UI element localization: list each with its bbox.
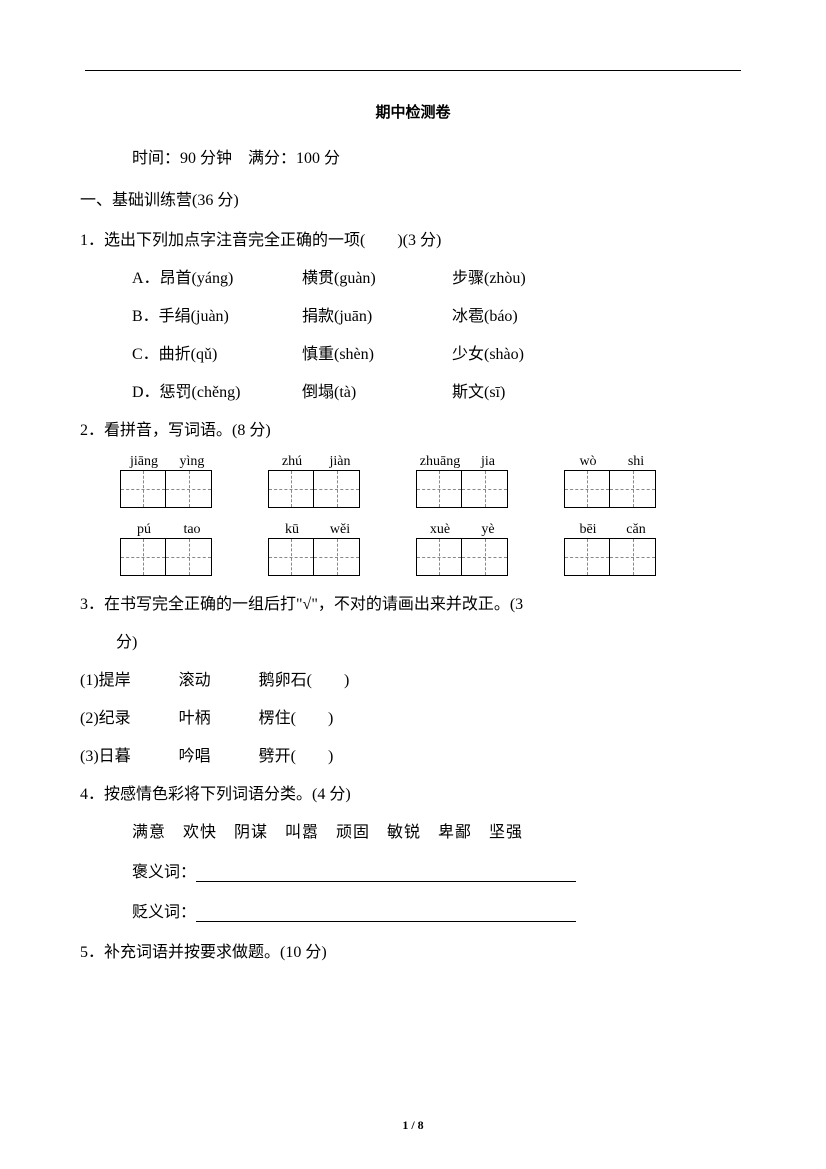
char-grid xyxy=(564,470,660,508)
char-box[interactable] xyxy=(166,538,212,576)
pinyin: jiàn xyxy=(316,454,364,470)
char-box[interactable] xyxy=(120,538,166,576)
q4-positive-line: 褒义词： xyxy=(132,858,746,882)
page: 期中检测卷 时间：90 分钟 满分：100 分 一、基础训练营(36 分) 1．… xyxy=(0,0,826,1169)
char-box[interactable] xyxy=(462,538,508,576)
q1-option-b: B．手绢(juàn) 捐款(juān) 冰雹(báo) xyxy=(132,302,746,326)
pinyin: zhuāng xyxy=(416,454,464,470)
q2-r2-b3: xuè yè xyxy=(416,522,512,576)
q4-word-list: 满意 欢快 阴谋 叫嚣 顽固 敏锐 卑鄙 坚强 xyxy=(132,818,746,842)
q3-stem-line2: 分) xyxy=(116,628,746,652)
q1-d-col2: 倒塌(tà) xyxy=(302,378,452,402)
q2-r2-b2: kū wěi xyxy=(268,522,364,576)
q3-item-2: (2)纪录 叶柄 楞住( ) xyxy=(80,704,746,728)
char-box[interactable] xyxy=(564,538,610,576)
pinyin: tao xyxy=(168,522,216,538)
char-grid xyxy=(268,470,364,508)
pinyin: yè xyxy=(464,522,512,538)
char-grid xyxy=(268,538,364,576)
pinyin: zhú xyxy=(268,454,316,470)
q1-b-col2: 捐款(juān) xyxy=(302,302,452,326)
q2-r2-b1: pú tao xyxy=(120,522,216,576)
char-grid xyxy=(564,538,660,576)
q2-row1: jiāng yìng zhú jiàn zhuāng jia xyxy=(120,454,746,508)
q1-d-col1: D．惩罚(chěng) xyxy=(132,378,302,402)
q1-option-d: D．惩罚(chěng) 倒塌(tà) 斯文(sī) xyxy=(132,378,746,402)
char-grid xyxy=(120,470,216,508)
q1-c-col3: 少女(shào) xyxy=(452,340,592,364)
pinyin: jia xyxy=(464,454,512,470)
q1-option-c: C．曲折(qǔ) 慎重(shèn) 少女(shào) xyxy=(132,340,746,364)
char-box[interactable] xyxy=(268,538,314,576)
q2-stem: 2．看拼音，写词语。(8 分) xyxy=(80,416,746,440)
q1-option-a: A．昂首(yáng) 横贯(guàn) 步骤(zhòu) xyxy=(132,264,746,288)
q1-b-col1: B．手绢(juàn) xyxy=(132,302,302,326)
pinyin: xuè xyxy=(416,522,464,538)
char-grid xyxy=(416,470,512,508)
q2-r2-b4: bēi cǎn xyxy=(564,522,660,576)
exam-title: 期中检测卷 xyxy=(80,101,746,122)
pinyin: shi xyxy=(612,454,660,470)
q4-stem: 4．按感情色彩将下列词语分类。(4 分) xyxy=(80,780,746,804)
char-box[interactable] xyxy=(268,470,314,508)
q2-row2: pú tao kū wěi xuè yè xyxy=(120,522,746,576)
q1-b-col3: 冰雹(báo) xyxy=(452,302,592,326)
pinyin: cǎn xyxy=(612,522,660,538)
q5-stem: 5．补充词语并按要求做题。(10 分) xyxy=(80,938,746,962)
q2-r2-b4-pinyin: bēi cǎn xyxy=(564,522,660,538)
char-box[interactable] xyxy=(610,470,656,508)
q1-c-col1: C．曲折(qǔ) xyxy=(132,340,302,364)
q3-stem-line1: 3．在书写完全正确的一组后打"√"，不对的请画出来并改正。(3 xyxy=(80,590,746,614)
q2-r2-b1-pinyin: pú tao xyxy=(120,522,216,538)
header-rule xyxy=(85,70,741,71)
char-box[interactable] xyxy=(610,538,656,576)
q4-negative-line: 贬义词： xyxy=(132,898,746,922)
pinyin: jiāng xyxy=(120,454,168,470)
pinyin: pú xyxy=(120,522,168,538)
char-box[interactable] xyxy=(166,470,212,508)
char-grid xyxy=(120,538,216,576)
pinyin: kū xyxy=(268,522,316,538)
q2-r1-b2: zhú jiàn xyxy=(268,454,364,508)
q2-r1-b1: jiāng yìng xyxy=(120,454,216,508)
q2-r1-b4-pinyin: wò shi xyxy=(564,454,660,470)
char-grid xyxy=(416,538,512,576)
q2-r2-b3-pinyin: xuè yè xyxy=(416,522,512,538)
q2-r1-b3: zhuāng jia xyxy=(416,454,512,508)
q2-r1-b3-pinyin: zhuāng jia xyxy=(416,454,512,470)
blank-line[interactable] xyxy=(196,864,576,882)
q4-negative-label: 贬义词： xyxy=(132,904,196,921)
page-number: 1 / 8 xyxy=(0,1118,826,1133)
q1-c-col2: 慎重(shèn) xyxy=(302,340,452,364)
q1-a-col2: 横贯(guàn) xyxy=(302,264,452,288)
char-box[interactable] xyxy=(314,538,360,576)
pinyin: bēi xyxy=(564,522,612,538)
q2-r1-b4: wò shi xyxy=(564,454,660,508)
q1-a-col3: 步骤(zhòu) xyxy=(452,264,592,288)
q3-item-3: (3)日暮 吟唱 劈开( ) xyxy=(80,742,746,766)
q2-r2-b2-pinyin: kū wěi xyxy=(268,522,364,538)
char-box[interactable] xyxy=(120,470,166,508)
char-box[interactable] xyxy=(314,470,360,508)
q4-positive-label: 褒义词： xyxy=(132,864,196,881)
section-1-heading: 一、基础训练营(36 分) xyxy=(80,186,746,210)
blank-line[interactable] xyxy=(196,904,576,922)
char-box[interactable] xyxy=(462,470,508,508)
q1-a-col1: A．昂首(yáng) xyxy=(132,264,302,288)
q2-r1-b2-pinyin: zhú jiàn xyxy=(268,454,364,470)
q2-r1-b1-pinyin: jiāng yìng xyxy=(120,454,216,470)
q1-d-col3: 斯文(sī) xyxy=(452,378,592,402)
char-box[interactable] xyxy=(564,470,610,508)
char-box[interactable] xyxy=(416,470,462,508)
char-box[interactable] xyxy=(416,538,462,576)
pinyin: yìng xyxy=(168,454,216,470)
pinyin: wěi xyxy=(316,522,364,538)
q3-item-1: (1)提岸 滚动 鹅卵石( ) xyxy=(80,666,746,690)
time-score-line: 时间：90 分钟 满分：100 分 xyxy=(132,144,746,168)
pinyin: wò xyxy=(564,454,612,470)
q1-stem: 1．选出下列加点字注音完全正确的一项( )(3 分) xyxy=(80,226,746,250)
